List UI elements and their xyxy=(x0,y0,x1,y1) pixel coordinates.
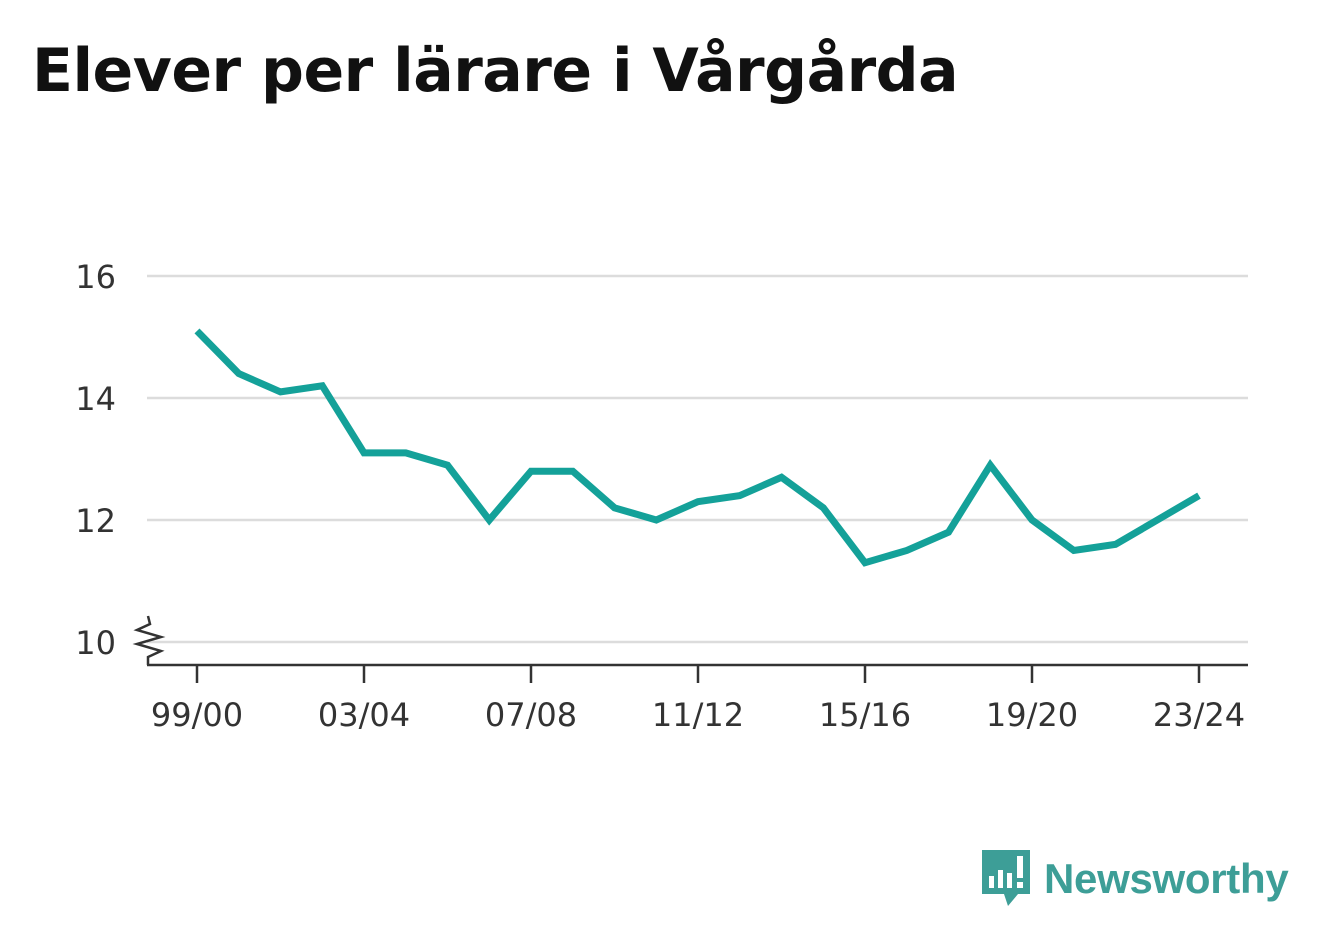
y-tick-label-10: 10 xyxy=(75,624,116,662)
x-tick-label-03-04: 03/04 xyxy=(318,696,410,734)
brand-logo: Newsworthy xyxy=(980,848,1289,910)
y-tick-label-16: 16 xyxy=(75,258,116,296)
x-tick-label-99-00: 99/00 xyxy=(151,696,243,734)
data-series xyxy=(194,328,1201,567)
newsworthy-logo-icon xyxy=(982,850,1030,906)
series-line-0 xyxy=(194,328,1201,567)
y-axis-tick-labels: 10 12 14 16 xyxy=(75,258,116,662)
x-tick-label-07-08: 07/08 xyxy=(485,696,577,734)
x-tick-label-23-24: 23/24 xyxy=(1153,696,1245,734)
x-tick-label-19-20: 19/20 xyxy=(986,696,1078,734)
brand-name: Newsworthy xyxy=(1044,855,1289,902)
x-axis xyxy=(132,615,1248,683)
gridlines xyxy=(147,274,1248,644)
x-axis-tick-labels: 99/00 03/04 07/08 11/12 15/16 19/20 23/24 xyxy=(151,696,1245,734)
chart-title: Elever per lärare i Vårgårda xyxy=(32,36,959,106)
y-tick-label-14: 14 xyxy=(75,380,116,418)
x-tick-label-11-12: 11/12 xyxy=(652,696,744,734)
y-tick-label-12: 12 xyxy=(75,502,116,540)
y-axis-break-mark xyxy=(132,615,166,665)
x-tick-label-15-16: 15/16 xyxy=(819,696,911,734)
